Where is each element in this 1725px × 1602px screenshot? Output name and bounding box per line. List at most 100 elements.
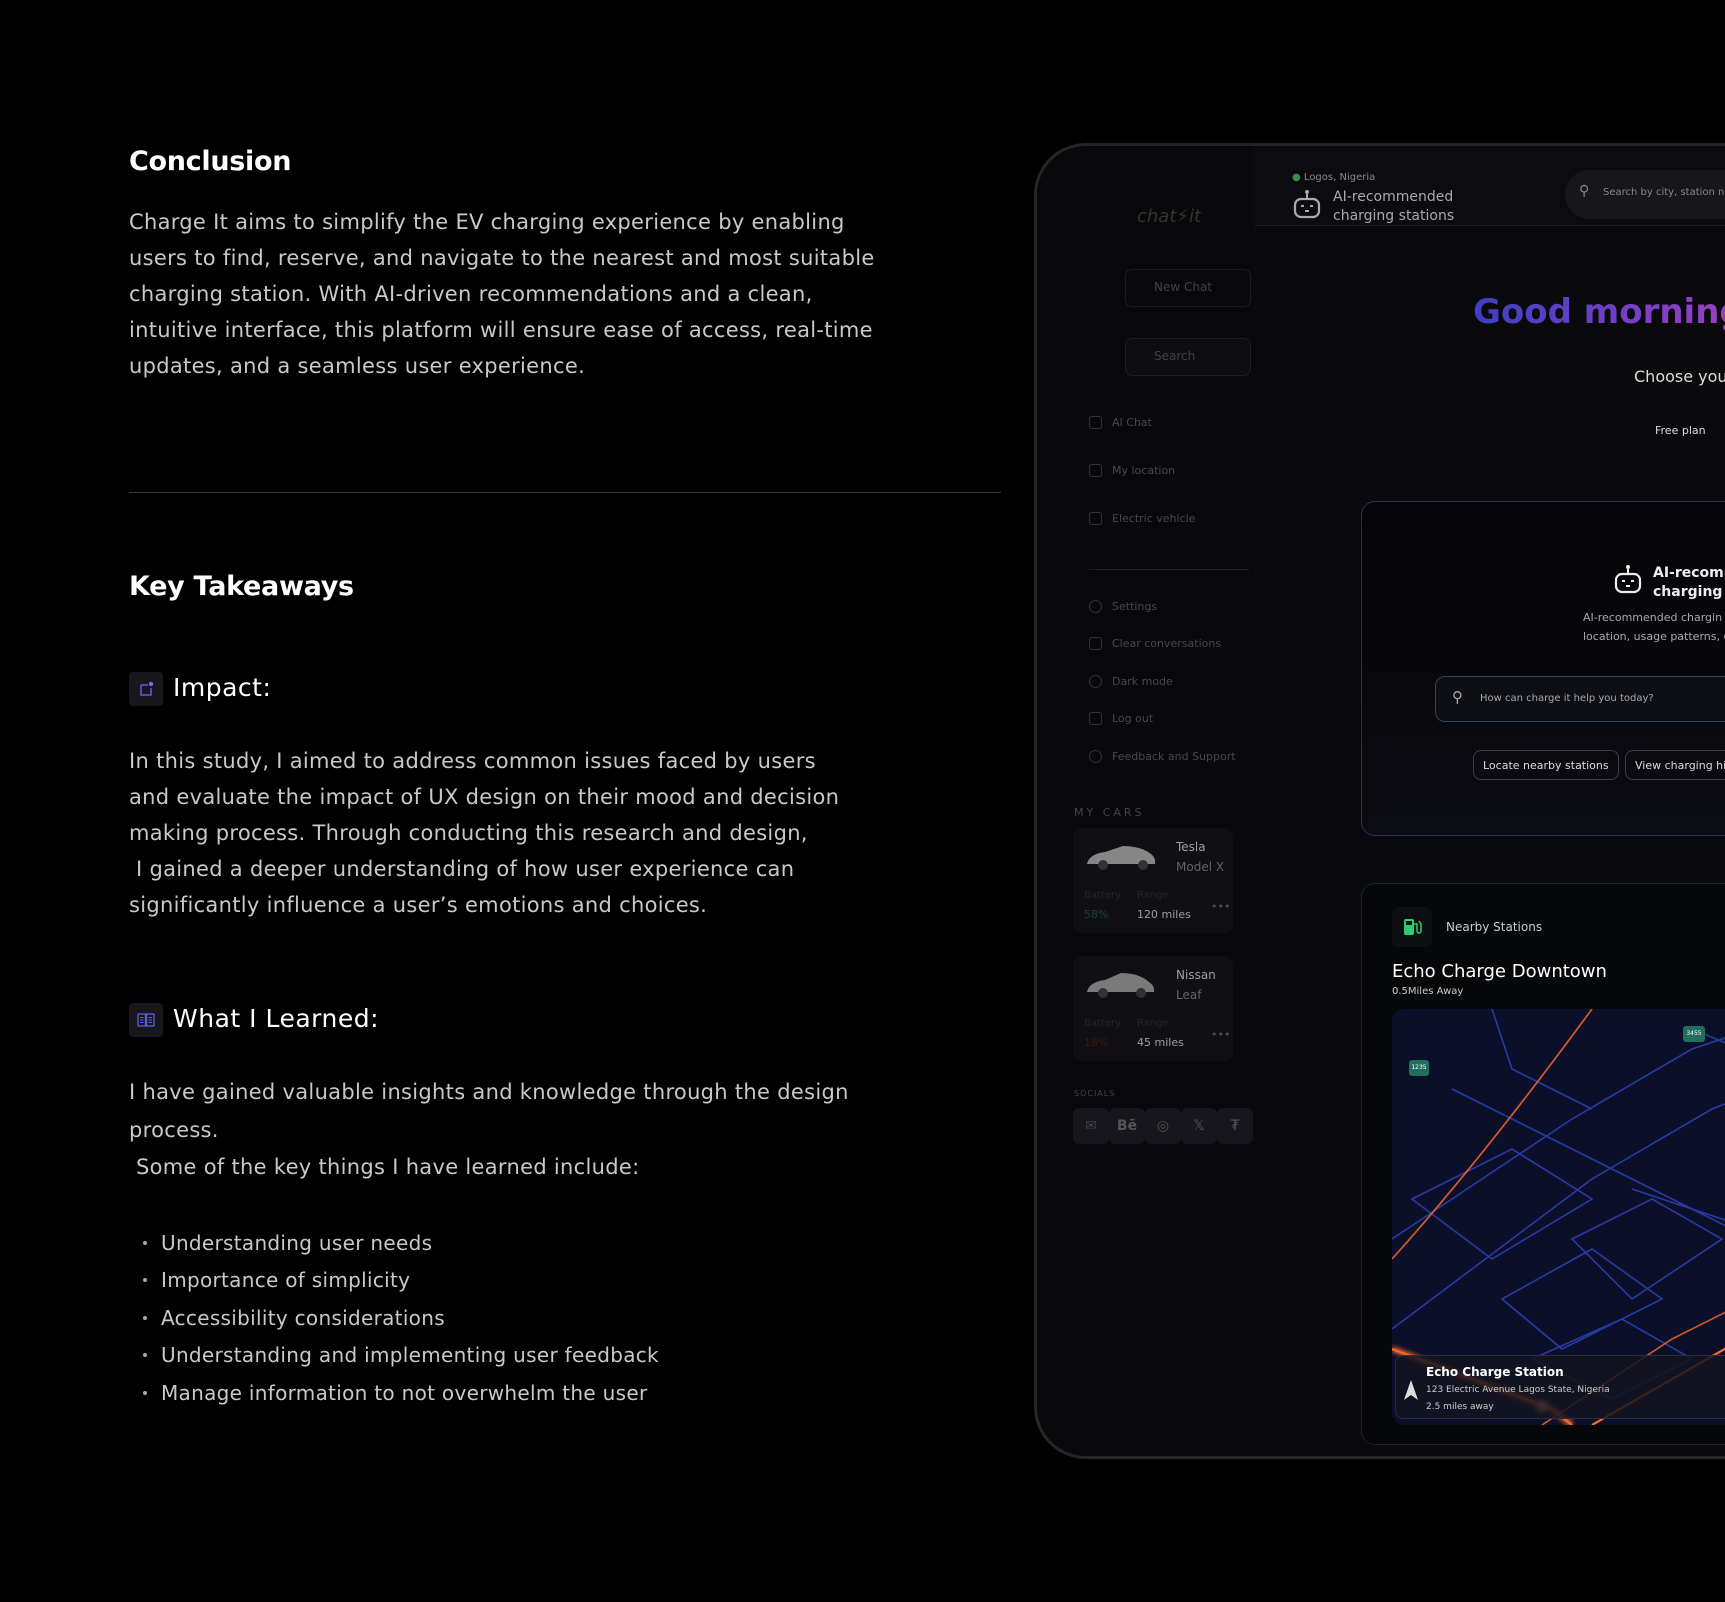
impact-text: In this study, I aimed to address common… [129, 743, 839, 923]
map-badge[interactable]: 3455 [1683, 1026, 1705, 1042]
station-map[interactable]: 1235 3455 Echo Charge Station 123 Electr… [1392, 1009, 1725, 1425]
trash-icon [1089, 637, 1102, 650]
car-make: Nissan [1176, 968, 1216, 982]
moon-icon [1089, 675, 1102, 688]
conclusion-text: Charge It aims to simplify the EV chargi… [129, 204, 875, 384]
sidebar-item-ai-chat[interactable]: AI Chat [1089, 416, 1152, 429]
bullet-item: Accessibility considerations [129, 1299, 659, 1337]
bullet-item: Manage information to not overwhelm the … [129, 1374, 659, 1412]
text-line: updates, and a seamless user experience. [129, 354, 586, 378]
text-line: In this study, I aimed to address common… [129, 749, 816, 773]
logout-icon [1089, 712, 1102, 725]
overlay-distance: 2.5 miles away [1426, 1402, 1494, 1412]
new-chat-button[interactable]: New Chat [1125, 269, 1251, 307]
divider [129, 492, 1001, 493]
note-icon [129, 672, 163, 706]
bullet-item: Importance of simplicity [129, 1262, 659, 1300]
bullet-item: Understanding user needs [129, 1224, 659, 1262]
bullet-text: Accessibility considerations [161, 1305, 445, 1330]
x-icon[interactable]: 𝕏 [1181, 1108, 1217, 1144]
bullet-text: Importance of simplicity [161, 1268, 411, 1293]
car-model: Model X [1176, 860, 1225, 874]
text-line: process. [129, 1117, 219, 1142]
text-line: making process. Through conducting this … [129, 821, 808, 845]
range-label: Range [1137, 1018, 1169, 1029]
station-name: Echo Charge Downtown [1392, 961, 1607, 982]
sidebar-item-settings[interactable]: Settings [1089, 600, 1157, 613]
range-label: Range [1137, 890, 1169, 901]
location-label: ● Logos, Nigeria [1292, 172, 1376, 183]
ai-card-description: AI-recommended chargin location, usage pa… [1583, 611, 1725, 643]
more-icon[interactable]: ••• [1211, 1028, 1231, 1041]
learned-title: What I Learned: [173, 1004, 379, 1033]
car-image [1087, 846, 1156, 870]
bullet-text: Understanding and implementing user feed… [161, 1343, 659, 1368]
header-search-input[interactable]: ⚲Search by city, station nam [1565, 170, 1725, 219]
car-card-nissan[interactable]: Nissan Leaf Battery Range 18% 45 miles •… [1073, 956, 1233, 1061]
text-line: Charge It aims to simplify the EV chargi… [129, 210, 845, 234]
learned-text: I have gained valuable insights and know… [129, 1074, 849, 1187]
my-cars-label: MY CARS [1074, 806, 1145, 819]
battery-label: Battery [1084, 890, 1122, 901]
impact-title: Impact: [173, 673, 272, 702]
header-title: AI-recommended charging stations [1333, 189, 1455, 224]
locate-nearby-stations-button[interactable]: Locate nearby stations [1473, 750, 1619, 780]
search-icon: ⚲ [1579, 183, 1590, 199]
text-line: and evaluate the impact of UX design on … [129, 785, 840, 809]
robot-icon [1293, 190, 1321, 219]
view-charging-history-button[interactable]: View charging hi [1625, 750, 1725, 780]
battery-value: 58% [1084, 908, 1109, 921]
car-image [1087, 973, 1155, 998]
chat-icon [1089, 416, 1102, 429]
framer-icon[interactable]: ₮ [1217, 1108, 1253, 1144]
ai-chat-input[interactable]: ⚲ How can charge it help you today? [1435, 676, 1725, 722]
socials-label: SOCIALS [1074, 1089, 1116, 1098]
divider [1089, 569, 1249, 570]
conclusion-title: Conclusion [129, 146, 292, 177]
plan-option-free[interactable]: Free plan [1655, 424, 1706, 437]
mail-icon[interactable]: ✉ [1073, 1108, 1109, 1144]
key-takeaways-title: Key Takeaways [129, 571, 354, 602]
text-line: Some of the key things I have learned in… [129, 1155, 640, 1179]
ai-card-title: AI-recommcharging st [1653, 565, 1725, 600]
bullet-text: Manage information to not overwhelm the … [161, 1380, 648, 1405]
battery-label: Battery [1084, 1018, 1122, 1029]
sidebar-item-clear[interactable]: Clear conversations [1089, 637, 1221, 650]
feedback-icon [1089, 750, 1102, 763]
sidebar-item-electric-vehicle[interactable]: Electric vehicle [1089, 512, 1195, 525]
gear-icon [1089, 600, 1102, 613]
text-line: charging station. With AI-driven recomme… [129, 282, 813, 306]
behance-icon[interactable]: Bē [1109, 1108, 1145, 1144]
sidebar-item-my-location[interactable]: My location [1089, 464, 1175, 477]
overlay-station-name: Echo Charge Station [1426, 1365, 1564, 1379]
learned-bullets: Understanding user needs Importance of s… [129, 1224, 659, 1412]
station-info-overlay[interactable]: Echo Charge Station 123 Electric Avenue … [1395, 1355, 1725, 1419]
instagram-icon[interactable]: ◎ [1145, 1108, 1181, 1144]
app-logo: chat⚡it [1137, 206, 1202, 227]
sidebar-search-input[interactable]: Search [1125, 338, 1251, 376]
device-mockup: chat⚡it New Chat Search AI Chat My locat… [1034, 143, 1725, 1459]
range-value: 120 miles [1137, 908, 1191, 921]
navigation-arrow-icon [1404, 1380, 1418, 1400]
car-model: Leaf [1176, 988, 1202, 1002]
greeting-title: Good morning, [1473, 292, 1725, 332]
text-line: significantly influence a user’s emotion… [129, 893, 708, 917]
car-make: Tesla [1176, 840, 1206, 854]
sidebar-item-dark-mode[interactable]: Dark mode [1089, 675, 1173, 688]
range-value: 45 miles [1137, 1036, 1184, 1049]
map-badge[interactable]: 1235 [1409, 1060, 1429, 1076]
robot-icon [1614, 565, 1642, 594]
more-icon[interactable]: ••• [1211, 900, 1231, 913]
overlay-address: 123 Electric Avenue Lagos State, Nigeria [1426, 1385, 1610, 1395]
text-line: intuitive interface, this platform will … [129, 318, 873, 342]
car-card-tesla[interactable]: Tesla Model X Battery Range 58% 120 mile… [1073, 828, 1233, 933]
station-distance: 0.5Miles Away [1392, 986, 1464, 997]
sidebar-item-logout[interactable]: Log out [1089, 712, 1153, 725]
sidebar-item-feedback[interactable]: Feedback and Support [1089, 750, 1236, 763]
chat-icon [1089, 512, 1102, 525]
nearby-stations-label: Nearby Stations [1446, 920, 1543, 934]
ai-card [1361, 501, 1725, 836]
book-icon [129, 1003, 163, 1037]
battery-value: 18% [1084, 1036, 1109, 1049]
bullet-text: Understanding user needs [161, 1230, 433, 1255]
